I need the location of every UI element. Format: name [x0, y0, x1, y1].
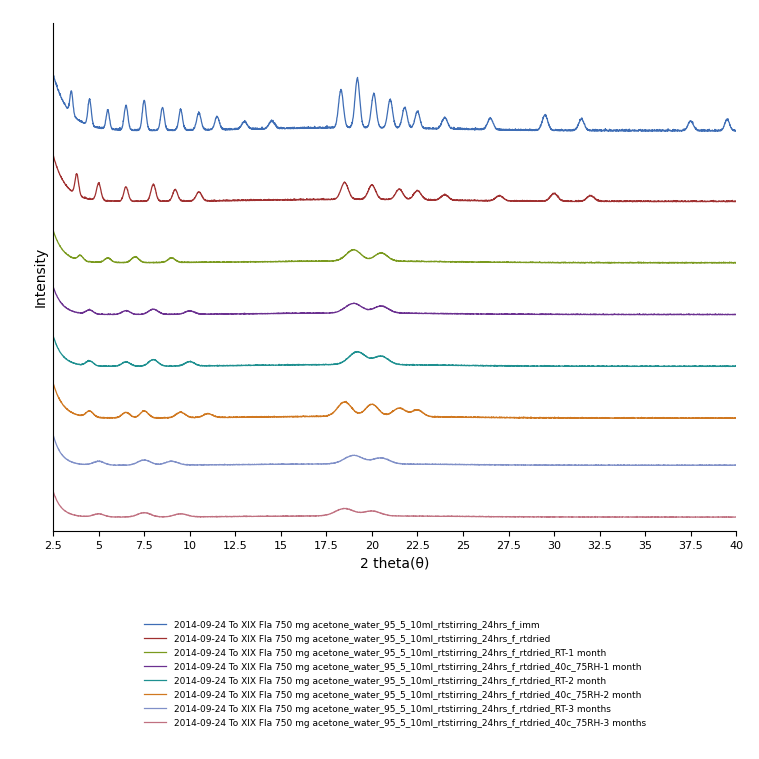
2014-09-24 To XIX Fla 750 mg acetone_water_95_5_10ml_rtstirring_24hrs_f_rtdried_RT-1 month — [732, 258, 741, 267]
Line: 2014-09-24 To XIX Fla 750 mg acetone_water_95_5_10ml_rtstirring_24hrs_f_rtdried: 2014-09-24 To XIX Fla 750 mg acetone_wat… — [53, 155, 736, 202]
2014-09-24 To XIX Fla 750 mg acetone_water_95_5_10ml_rtstirring_24hrs_f_rtdried_40c_75RH-1 month — [373, 302, 383, 311]
2014-09-24 To XIX Fla 750 mg acetone_water_95_5_10ml_rtstirring_24hrs_f_imm — [49, 70, 58, 79]
2014-09-24 To XIX Fla 750 mg acetone_water_95_5_10ml_rtstirring_24hrs_f_rtdried_40c_75RH-3 months — [720, 512, 729, 521]
Line: 2014-09-24 To XIX Fla 750 mg acetone_water_95_5_10ml_rtstirring_24hrs_f_rtdried_RT-3 months: 2014-09-24 To XIX Fla 750 mg acetone_wat… — [53, 435, 736, 465]
Line: 2014-09-24 To XIX Fla 750 mg acetone_water_95_5_10ml_rtstirring_24hrs_f_rtdried_40c_75RH-2 month: 2014-09-24 To XIX Fla 750 mg acetone_wat… — [53, 383, 736, 418]
2014-09-24 To XIX Fla 750 mg acetone_water_95_5_10ml_rtstirring_24hrs_f_rtdried_RT-1 month — [335, 255, 345, 264]
2014-09-24 To XIX Fla 750 mg acetone_water_95_5_10ml_rtstirring_24hrs_f_imm — [670, 127, 679, 136]
2014-09-24 To XIX Fla 750 mg acetone_water_95_5_10ml_rtstirring_24hrs_f_rtdried_40c_75RH-1 month — [732, 310, 741, 319]
2014-09-24 To XIX Fla 750 mg acetone_water_95_5_10ml_rtstirring_24hrs_f_rtdried_RT-3 months — [732, 461, 741, 470]
Legend: 2014-09-24 To XIX Fla 750 mg acetone_water_95_5_10ml_rtstirring_24hrs_f_imm, 201: 2014-09-24 To XIX Fla 750 mg acetone_wat… — [140, 617, 649, 731]
2014-09-24 To XIX Fla 750 mg acetone_water_95_5_10ml_rtstirring_24hrs_f_rtdried_RT-3 months — [335, 456, 345, 465]
2014-09-24 To XIX Fla 750 mg acetone_water_95_5_10ml_rtstirring_24hrs_f_rtdried — [712, 197, 721, 206]
2014-09-24 To XIX Fla 750 mg acetone_water_95_5_10ml_rtstirring_24hrs_f_rtdried_RT-3 months — [373, 454, 383, 463]
2014-09-24 To XIX Fla 750 mg acetone_water_95_5_10ml_rtstirring_24hrs_f_rtdried_40c_75RH-3 months — [545, 512, 554, 521]
2014-09-24 To XIX Fla 750 mg acetone_water_95_5_10ml_rtstirring_24hrs_f_rtdried_RT-1 month — [49, 225, 58, 235]
2014-09-24 To XIX Fla 750 mg acetone_water_95_5_10ml_rtstirring_24hrs_f_rtdried_RT-1 month — [677, 258, 686, 267]
2014-09-24 To XIX Fla 750 mg acetone_water_95_5_10ml_rtstirring_24hrs_f_imm — [341, 118, 350, 127]
2014-09-24 To XIX Fla 750 mg acetone_water_95_5_10ml_rtstirring_24hrs_f_imm — [545, 121, 554, 131]
Line: 2014-09-24 To XIX Fla 750 mg acetone_water_95_5_10ml_rtstirring_24hrs_f_rtdried_RT-2 month: 2014-09-24 To XIX Fla 750 mg acetone_wat… — [53, 336, 736, 367]
2014-09-24 To XIX Fla 750 mg acetone_water_95_5_10ml_rtstirring_24hrs_f_rtdried_RT-2 month — [49, 332, 58, 341]
2014-09-24 To XIX Fla 750 mg acetone_water_95_5_10ml_rtstirring_24hrs_f_rtdried_RT-3 months — [49, 430, 58, 439]
2014-09-24 To XIX Fla 750 mg acetone_water_95_5_10ml_rtstirring_24hrs_f_rtdried_40c_75RH-2 month — [710, 414, 720, 423]
2014-09-24 To XIX Fla 750 mg acetone_water_95_5_10ml_rtstirring_24hrs_f_rtdried_RT-1 month — [716, 258, 726, 267]
2014-09-24 To XIX Fla 750 mg acetone_water_95_5_10ml_rtstirring_24hrs_f_rtdried_RT-1 month — [545, 258, 554, 267]
2014-09-24 To XIX Fla 750 mg acetone_water_95_5_10ml_rtstirring_24hrs_f_rtdried_RT-1 month — [710, 258, 720, 267]
2014-09-24 To XIX Fla 750 mg acetone_water_95_5_10ml_rtstirring_24hrs_f_rtdried_RT-2 month — [677, 361, 686, 370]
2014-09-24 To XIX Fla 750 mg acetone_water_95_5_10ml_rtstirring_24hrs_f_rtdried_40c_75RH-1 month — [341, 303, 350, 312]
2014-09-24 To XIX Fla 750 mg acetone_water_95_5_10ml_rtstirring_24hrs_f_rtdried_RT-3 months — [710, 461, 720, 470]
2014-09-24 To XIX Fla 750 mg acetone_water_95_5_10ml_rtstirring_24hrs_f_rtdried_40c_75RH-3 months — [710, 512, 720, 521]
2014-09-24 To XIX Fla 750 mg acetone_water_95_5_10ml_rtstirring_24hrs_f_imm — [677, 126, 686, 135]
2014-09-24 To XIX Fla 750 mg acetone_water_95_5_10ml_rtstirring_24hrs_f_rtdried — [373, 191, 383, 200]
2014-09-24 To XIX Fla 750 mg acetone_water_95_5_10ml_rtstirring_24hrs_f_rtdried — [710, 197, 720, 206]
2014-09-24 To XIX Fla 750 mg acetone_water_95_5_10ml_rtstirring_24hrs_f_imm — [373, 115, 383, 124]
2014-09-24 To XIX Fla 750 mg acetone_water_95_5_10ml_rtstirring_24hrs_f_rtdried_RT-3 months — [677, 461, 686, 470]
Line: 2014-09-24 To XIX Fla 750 mg acetone_water_95_5_10ml_rtstirring_24hrs_f_imm: 2014-09-24 To XIX Fla 750 mg acetone_wat… — [53, 74, 736, 131]
2014-09-24 To XIX Fla 750 mg acetone_water_95_5_10ml_rtstirring_24hrs_f_rtdried_RT-3 months — [720, 461, 729, 470]
Line: 2014-09-24 To XIX Fla 750 mg acetone_water_95_5_10ml_rtstirring_24hrs_f_rtdried_RT-1 month: 2014-09-24 To XIX Fla 750 mg acetone_wat… — [53, 230, 736, 263]
Y-axis label: Intensity: Intensity — [33, 247, 48, 307]
2014-09-24 To XIX Fla 750 mg acetone_water_95_5_10ml_rtstirring_24hrs_f_rtdried_40c_75RH-1 month — [49, 282, 58, 291]
2014-09-24 To XIX Fla 750 mg acetone_water_95_5_10ml_rtstirring_24hrs_f_rtdried_RT-2 month — [711, 362, 720, 371]
2014-09-24 To XIX Fla 750 mg acetone_water_95_5_10ml_rtstirring_24hrs_f_rtdried_40c_75RH-2 month — [373, 404, 383, 413]
2014-09-24 To XIX Fla 750 mg acetone_water_95_5_10ml_rtstirring_24hrs_f_rtdried_RT-2 month — [545, 362, 554, 371]
2014-09-24 To XIX Fla 750 mg acetone_water_95_5_10ml_rtstirring_24hrs_f_imm — [711, 126, 720, 135]
2014-09-24 To XIX Fla 750 mg acetone_water_95_5_10ml_rtstirring_24hrs_f_rtdried — [341, 178, 350, 187]
2014-09-24 To XIX Fla 750 mg acetone_water_95_5_10ml_rtstirring_24hrs_f_rtdried_40c_75RH-2 month — [720, 414, 729, 423]
2014-09-24 To XIX Fla 750 mg acetone_water_95_5_10ml_rtstirring_24hrs_f_rtdried_40c_75RH-1 month — [681, 310, 690, 320]
2014-09-24 To XIX Fla 750 mg acetone_water_95_5_10ml_rtstirring_24hrs_f_rtdried — [677, 196, 686, 205]
Line: 2014-09-24 To XIX Fla 750 mg acetone_water_95_5_10ml_rtstirring_24hrs_f_rtdried_40c_75RH-3 months: 2014-09-24 To XIX Fla 750 mg acetone_wat… — [53, 491, 736, 517]
2014-09-24 To XIX Fla 750 mg acetone_water_95_5_10ml_rtstirring_24hrs_f_rtdried_40c_75RH-3 months — [341, 504, 350, 513]
2014-09-24 To XIX Fla 750 mg acetone_water_95_5_10ml_rtstirring_24hrs_f_rtdried — [545, 194, 554, 203]
2014-09-24 To XIX Fla 750 mg acetone_water_95_5_10ml_rtstirring_24hrs_f_imm — [732, 126, 741, 135]
2014-09-24 To XIX Fla 750 mg acetone_water_95_5_10ml_rtstirring_24hrs_f_rtdried_RT-3 months — [341, 454, 350, 463]
2014-09-24 To XIX Fla 750 mg acetone_water_95_5_10ml_rtstirring_24hrs_f_rtdried_40c_75RH-2 month — [49, 379, 58, 388]
2014-09-24 To XIX Fla 750 mg acetone_water_95_5_10ml_rtstirring_24hrs_f_rtdried_RT-2 month — [341, 355, 350, 364]
2014-09-24 To XIX Fla 750 mg acetone_water_95_5_10ml_rtstirring_24hrs_f_rtdried_40c_75RH-3 months — [49, 487, 58, 496]
2014-09-24 To XIX Fla 750 mg acetone_water_95_5_10ml_rtstirring_24hrs_f_rtdried_RT-1 month — [373, 249, 383, 258]
2014-09-24 To XIX Fla 750 mg acetone_water_95_5_10ml_rtstirring_24hrs_f_rtdried_40c_75RH-1 month — [335, 306, 345, 315]
2014-09-24 To XIX Fla 750 mg acetone_water_95_5_10ml_rtstirring_24hrs_f_rtdried_RT-2 month — [732, 361, 741, 370]
2014-09-24 To XIX Fla 750 mg acetone_water_95_5_10ml_rtstirring_24hrs_f_rtdried_40c_75RH-1 month — [545, 310, 554, 319]
2014-09-24 To XIX Fla 750 mg acetone_water_95_5_10ml_rtstirring_24hrs_f_rtdried_40c_75RH-3 months — [373, 508, 383, 517]
2014-09-24 To XIX Fla 750 mg acetone_water_95_5_10ml_rtstirring_24hrs_f_rtdried_40c_75RH-1 month — [677, 310, 686, 319]
2014-09-24 To XIX Fla 750 mg acetone_water_95_5_10ml_rtstirring_24hrs_f_rtdried_RT-2 month — [335, 359, 345, 368]
X-axis label: 2 theta(θ): 2 theta(θ) — [360, 556, 430, 571]
2014-09-24 To XIX Fla 750 mg acetone_water_95_5_10ml_rtstirring_24hrs_f_rtdried — [49, 150, 58, 159]
2014-09-24 To XIX Fla 750 mg acetone_water_95_5_10ml_rtstirring_24hrs_f_rtdried_40c_75RH-3 months — [335, 505, 345, 514]
2014-09-24 To XIX Fla 750 mg acetone_water_95_5_10ml_rtstirring_24hrs_f_rtdried_40c_75RH-2 month — [677, 413, 686, 422]
2014-09-24 To XIX Fla 750 mg acetone_water_95_5_10ml_rtstirring_24hrs_f_rtdried_40c_75RH-3 months — [677, 512, 686, 521]
2014-09-24 To XIX Fla 750 mg acetone_water_95_5_10ml_rtstirring_24hrs_f_rtdried_RT-2 month — [373, 352, 383, 361]
2014-09-24 To XIX Fla 750 mg acetone_water_95_5_10ml_rtstirring_24hrs_f_rtdried_40c_75RH-1 month — [711, 310, 720, 319]
2014-09-24 To XIX Fla 750 mg acetone_water_95_5_10ml_rtstirring_24hrs_f_rtdried_40c_75RH-2 month — [335, 400, 345, 409]
2014-09-24 To XIX Fla 750 mg acetone_water_95_5_10ml_rtstirring_24hrs_f_imm — [335, 87, 345, 96]
Line: 2014-09-24 To XIX Fla 750 mg acetone_water_95_5_10ml_rtstirring_24hrs_f_rtdried_40c_75RH-1 month: 2014-09-24 To XIX Fla 750 mg acetone_wat… — [53, 286, 736, 315]
2014-09-24 To XIX Fla 750 mg acetone_water_95_5_10ml_rtstirring_24hrs_f_rtdried_40c_75RH-3 months — [732, 512, 741, 521]
2014-09-24 To XIX Fla 750 mg acetone_water_95_5_10ml_rtstirring_24hrs_f_rtdried_40c_75RH-2 month — [341, 398, 350, 407]
2014-09-24 To XIX Fla 750 mg acetone_water_95_5_10ml_rtstirring_24hrs_f_rtdried — [732, 197, 741, 206]
2014-09-24 To XIX Fla 750 mg acetone_water_95_5_10ml_rtstirring_24hrs_f_rtdried_RT-2 month — [710, 362, 720, 371]
2014-09-24 To XIX Fla 750 mg acetone_water_95_5_10ml_rtstirring_24hrs_f_rtdried_RT-3 months — [545, 461, 554, 470]
2014-09-24 To XIX Fla 750 mg acetone_water_95_5_10ml_rtstirring_24hrs_f_rtdried_40c_75RH-2 month — [545, 414, 554, 423]
2014-09-24 To XIX Fla 750 mg acetone_water_95_5_10ml_rtstirring_24hrs_f_rtdried_40c_75RH-2 month — [732, 414, 741, 423]
2014-09-24 To XIX Fla 750 mg acetone_water_95_5_10ml_rtstirring_24hrs_f_rtdried — [335, 187, 345, 197]
2014-09-24 To XIX Fla 750 mg acetone_water_95_5_10ml_rtstirring_24hrs_f_rtdried_RT-1 month — [341, 250, 350, 260]
